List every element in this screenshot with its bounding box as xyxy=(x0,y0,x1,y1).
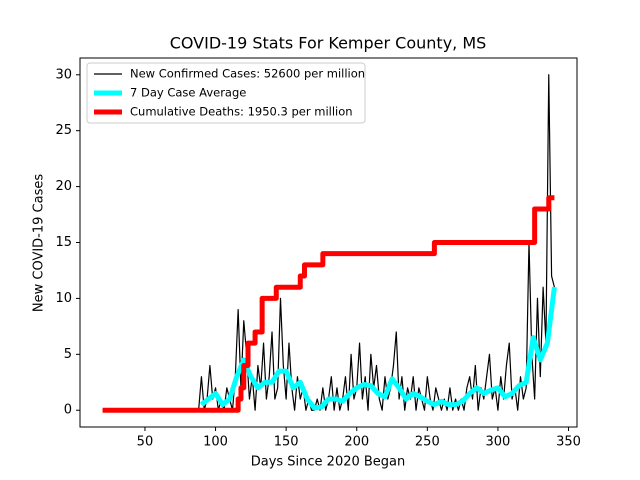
x-tick-label: 300 xyxy=(486,435,511,450)
x-tick-label: 50 xyxy=(137,435,154,450)
legend-label: 7 Day Case Average xyxy=(130,86,246,100)
y-tick-label: 20 xyxy=(55,179,72,194)
y-tick-label: 25 xyxy=(55,123,72,138)
y-tick-label: 10 xyxy=(55,291,72,306)
y-axis-label: New COVID-19 Cases xyxy=(32,174,47,312)
x-tick-label: 200 xyxy=(344,435,369,450)
plot-frame xyxy=(79,57,578,428)
series-line xyxy=(102,195,555,413)
x-tick-label: 100 xyxy=(203,435,228,450)
y-tick-label: 15 xyxy=(55,235,72,250)
y-tick-label: 0 xyxy=(64,403,72,418)
x-tick-label: 350 xyxy=(556,435,581,450)
x-tick-label: 150 xyxy=(274,435,299,450)
chart-title: COVID-19 Stats For Kemper County, MS xyxy=(170,34,487,53)
x-axis-label: Days Since 2020 Began xyxy=(251,455,406,470)
x-tick-label: 250 xyxy=(415,435,440,450)
series-line xyxy=(199,286,557,411)
legend-label: New Confirmed Cases: 52600 per million xyxy=(130,67,365,81)
y-tick-label: 30 xyxy=(55,67,72,82)
legend-box xyxy=(86,62,366,124)
y-tick-label: 5 xyxy=(64,347,72,362)
legend-label: Cumulative Deaths: 1950.3 per million xyxy=(130,105,353,119)
